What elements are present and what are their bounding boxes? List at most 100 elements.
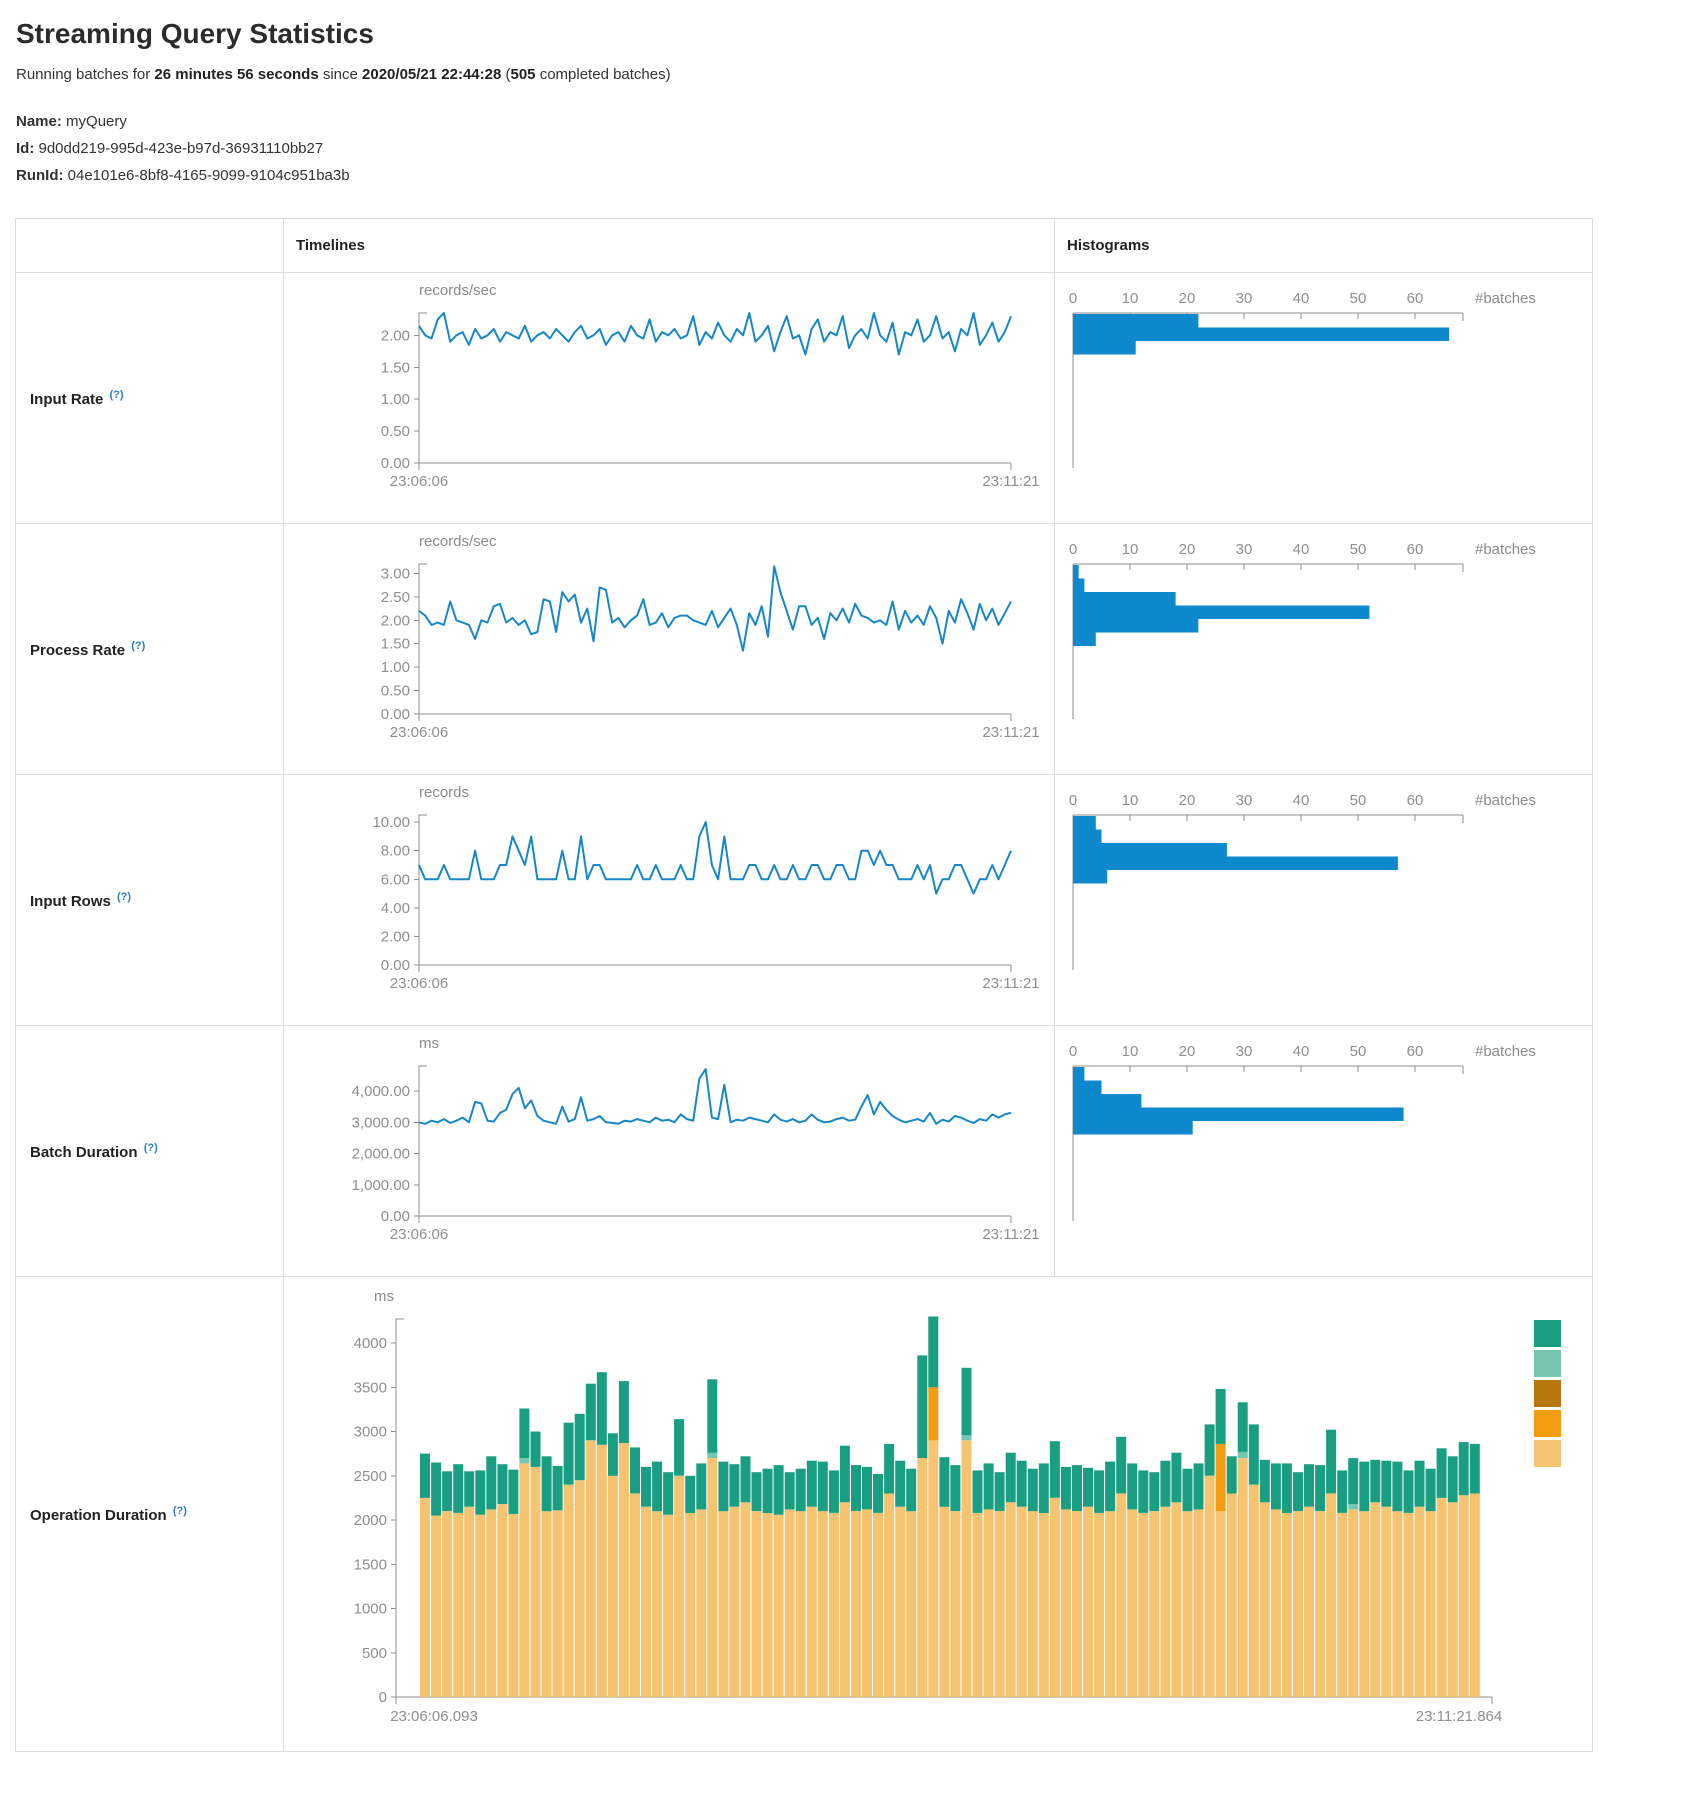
legend-swatch — [1534, 1440, 1561, 1467]
histogram-chart: 0 10 20 30 40 50 60 #batches — [1069, 541, 1536, 719]
svg-text:2.00: 2.00 — [381, 928, 410, 945]
metric-row: Process Rate (?) records/sec 3.00 2.50 2.00 1… — [15, 523, 1593, 775]
svg-text:10: 10 — [1122, 792, 1139, 809]
svg-text:ms: ms — [419, 1035, 439, 1052]
svg-text:23:11:21: 23:11:21 — [982, 473, 1039, 490]
query-id-value: 9d0dd219-995d-423e-b97d-36931110bb27 — [38, 140, 324, 157]
summary-start-time: 2020/05/21 22:44:28 — [362, 66, 502, 83]
histogram-chart: 0 10 20 30 40 50 60 #batches — [1069, 290, 1536, 468]
svg-text:8.00: 8.00 — [381, 843, 410, 860]
svg-text:1.00: 1.00 — [381, 659, 410, 676]
svg-text:50: 50 — [1350, 541, 1367, 558]
svg-text:records/sec: records/sec — [419, 282, 497, 299]
header-empty — [15, 218, 284, 273]
statistics-table: Timelines Histograms Input Rate (?) recor… — [15, 218, 1593, 1752]
svg-text:20: 20 — [1179, 1043, 1196, 1060]
svg-text:2,000.00: 2,000.00 — [352, 1146, 410, 1163]
page-title: Streaming Query Statistics — [16, 18, 374, 49]
svg-text:3.00: 3.00 — [381, 565, 410, 582]
svg-text:40: 40 — [1293, 541, 1310, 558]
svg-text:23:06:06: 23:06:06 — [390, 724, 448, 741]
query-runid-label: RunId: — [16, 167, 64, 184]
help-tooltip-icon[interactable]: (?) — [109, 388, 124, 401]
svg-text:50: 50 — [1350, 792, 1367, 809]
summary-text: Running batches for — [16, 66, 155, 83]
svg-text:2.50: 2.50 — [381, 589, 410, 606]
svg-text:0: 0 — [1069, 541, 1077, 558]
legend-swatch — [1534, 1410, 1561, 1437]
svg-text:#batches: #batches — [1475, 792, 1536, 809]
svg-text:1.00: 1.00 — [381, 391, 410, 408]
help-tooltip-icon[interactable]: (?) — [172, 1504, 187, 1517]
timeline-chart: ms4,000.003,000.002,000.001,000.000.0023… — [352, 1035, 1040, 1243]
operation-duration-cell: ms 4000 3500 3000 2500 2000 1500 1000 500 0 23:06:… — [283, 1276, 1593, 1752]
svg-text:records: records — [419, 784, 469, 801]
svg-text:2500: 2500 — [354, 1468, 387, 1485]
svg-text:40: 40 — [1293, 792, 1310, 809]
svg-text:3000: 3000 — [354, 1424, 387, 1441]
query-name-value: myQuery — [66, 113, 127, 130]
svg-text:60: 60 — [1407, 1043, 1424, 1060]
query-id-label: Id: — [16, 140, 35, 157]
svg-text:20: 20 — [1179, 541, 1196, 558]
summary-text: since — [318, 66, 363, 83]
svg-text:10: 10 — [1122, 1043, 1139, 1060]
running-summary: Running batches for 26 minutes 56 second… — [16, 66, 1693, 83]
timeline-chart: records 10.00 8.00 6.00 4.00 2.00 0.0023:06:06… — [372, 784, 1039, 992]
timeline-cell: ms 4,000.00 3,000.00 2,000.00 1,000.00 0.00 23… — [283, 1025, 1055, 1277]
svg-text:60: 60 — [1407, 541, 1424, 558]
svg-text:2000: 2000 — [354, 1512, 387, 1529]
histogram-cell: 0 10 20 30 40 50 60 #batches — [1054, 1025, 1593, 1277]
svg-text:60: 60 — [1407, 290, 1424, 307]
legend-swatch — [1534, 1350, 1561, 1377]
svg-text:3,000.00: 3,000.00 — [352, 1114, 410, 1131]
query-runid-value: 04e101e6-8bf8-4165-9099-9104c951ba3b — [67, 167, 350, 184]
metric-row: Operation Duration (?) ms 4000 3500 3000 2500… — [15, 1276, 1593, 1752]
svg-text:1,000.00: 1,000.00 — [352, 1177, 410, 1194]
svg-text:40: 40 — [1293, 290, 1310, 307]
svg-text:0.00: 0.00 — [381, 1208, 410, 1225]
svg-text:20: 20 — [1179, 290, 1196, 307]
svg-text:records/sec: records/sec — [419, 533, 497, 550]
svg-text:1.50: 1.50 — [381, 359, 410, 376]
help-tooltip-icon[interactable]: (?) — [143, 1141, 158, 1154]
svg-text:23:11:21: 23:11:21 — [982, 1226, 1039, 1243]
svg-text:0: 0 — [1069, 1043, 1077, 1060]
metric-row: Input Rate (?) records/sec 2.00 1.50 1.00 0.5… — [15, 272, 1593, 524]
help-tooltip-icon[interactable]: (?) — [131, 639, 146, 652]
timeline-chart: records/sec3.002.502.001.501.000.500.002… — [381, 533, 1040, 741]
svg-text:0.00: 0.00 — [381, 706, 410, 723]
metric-label: Input Rows (?) — [15, 774, 284, 1026]
legend-swatch — [1534, 1380, 1561, 1407]
svg-text:30: 30 — [1236, 541, 1253, 558]
svg-text:10: 10 — [1122, 541, 1139, 558]
svg-text:60: 60 — [1407, 792, 1424, 809]
summary-text: ( — [501, 66, 511, 83]
svg-text:0: 0 — [1069, 792, 1077, 809]
legend-swatch — [1534, 1320, 1561, 1347]
svg-text:23:06:06: 23:06:06 — [390, 473, 448, 490]
svg-text:40: 40 — [1293, 1043, 1310, 1060]
help-tooltip-icon[interactable]: (?) — [117, 890, 132, 903]
svg-text:0.00: 0.00 — [381, 455, 410, 472]
svg-text:0: 0 — [379, 1689, 387, 1706]
svg-text:30: 30 — [1236, 290, 1253, 307]
query-meta: Name: myQuery Id: 9d0dd219-995d-423e-b97… — [16, 113, 1693, 184]
metric-label: Process Rate (?) — [15, 523, 284, 775]
svg-text:23:11:21: 23:11:21 — [982, 975, 1039, 992]
svg-text:10.00: 10.00 — [372, 814, 410, 831]
summary-text: completed batches) — [535, 66, 671, 83]
svg-text:ms: ms — [374, 1288, 394, 1305]
svg-text:30: 30 — [1236, 1043, 1253, 1060]
histogram-cell: 0 10 20 30 40 50 60 #batches — [1054, 272, 1593, 524]
query-name-label: Name: — [16, 113, 62, 130]
svg-text:23:11:21: 23:11:21 — [982, 724, 1039, 741]
histogram-cell: 0 10 20 30 40 50 60 #batches — [1054, 523, 1593, 775]
svg-text:50: 50 — [1350, 1043, 1367, 1060]
histogram-chart: 0 10 20 30 40 50 60 #batches — [1069, 1043, 1536, 1221]
query-id-line: Id: 9d0dd219-995d-423e-b97d-36931110bb27 — [16, 140, 1693, 157]
summary-completed-batches: 505 — [510, 66, 536, 83]
query-name-line: Name: myQuery — [16, 113, 1693, 130]
header-histograms: Histograms — [1054, 218, 1593, 273]
